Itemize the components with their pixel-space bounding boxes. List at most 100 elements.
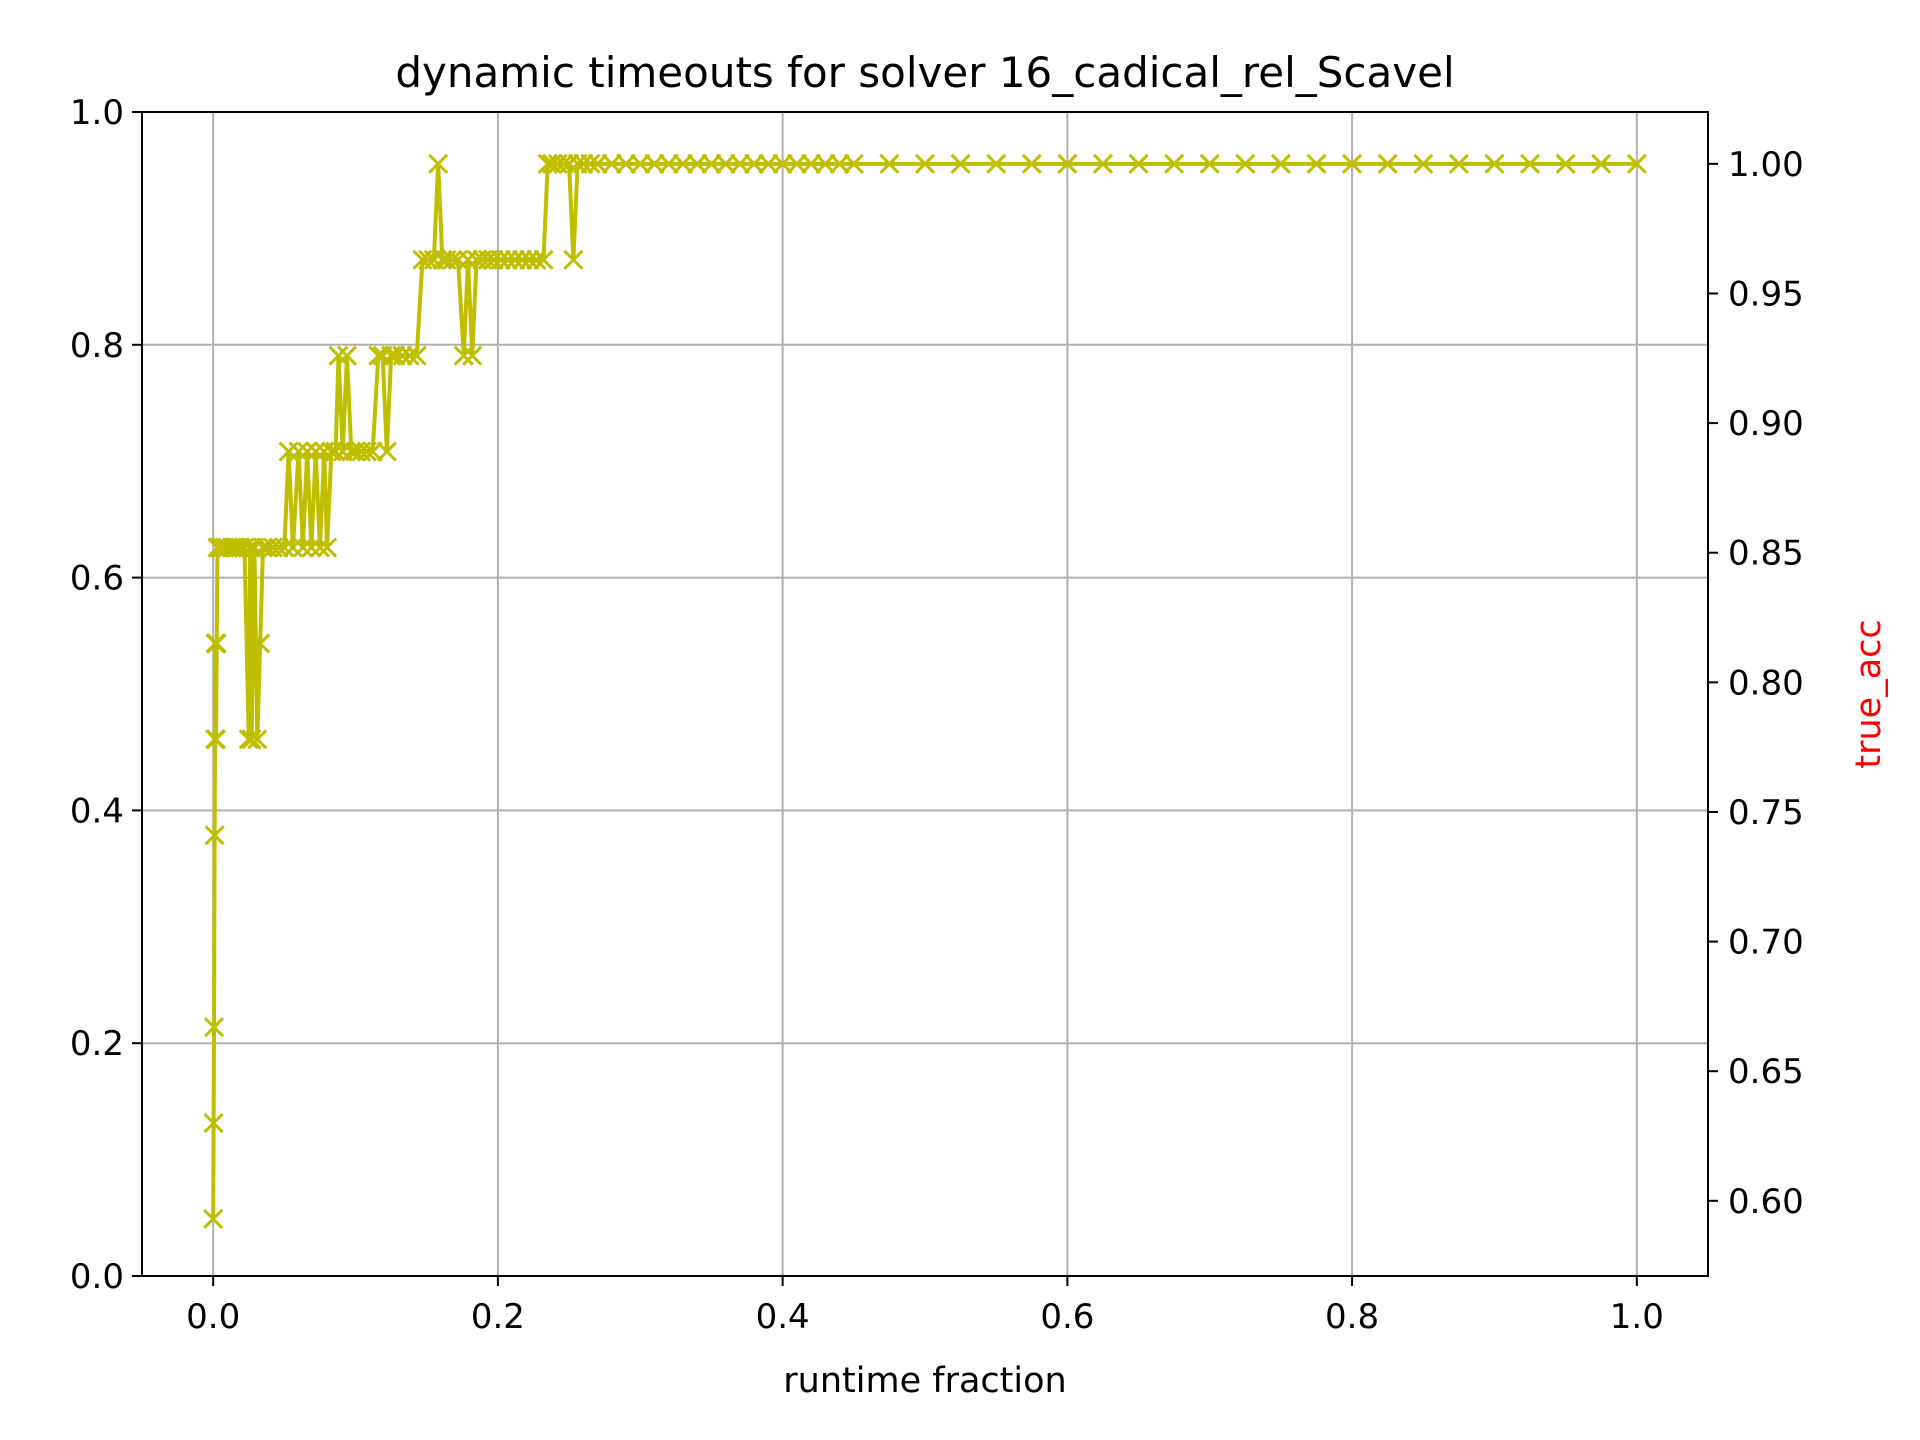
- data-point-marker: [392, 345, 413, 366]
- data-point-marker: [715, 153, 736, 174]
- y-tick-label: 0.6: [70, 559, 124, 599]
- data-point-marker: [986, 153, 1007, 174]
- x-tick-label: 1.0: [1610, 1297, 1664, 1337]
- y2-tick-label: 0.60: [1728, 1182, 1804, 1222]
- marker-layer: [203, 153, 1647, 1230]
- data-point-marker: [1164, 153, 1185, 174]
- data-point-marker: [1021, 153, 1042, 174]
- data-point-marker: [1626, 153, 1647, 174]
- data-point-marker: [644, 153, 665, 174]
- data-point-marker: [1270, 153, 1291, 174]
- data-point-marker: [1413, 153, 1434, 174]
- data-point-marker: [615, 153, 637, 174]
- data-point-marker: [497, 249, 518, 270]
- x-tick-label: 0.4: [756, 1297, 810, 1337]
- data-point-marker: [914, 153, 936, 174]
- x-axis-title: runtime fraction: [783, 1361, 1066, 1401]
- data-point-marker: [204, 825, 225, 846]
- data-point-marker: [206, 633, 227, 654]
- y2-tick-label: 0.65: [1728, 1052, 1804, 1092]
- data-point-marker: [829, 153, 850, 174]
- data-point-marker: [563, 249, 584, 270]
- data-point-marker: [356, 441, 377, 462]
- y2-tick-label: 0.85: [1728, 534, 1804, 574]
- data-point-marker: [250, 633, 271, 654]
- y2-tick-label: 0.75: [1728, 793, 1804, 833]
- data-point-marker: [1199, 153, 1220, 174]
- data-point-marker: [428, 153, 449, 174]
- data-point-marker: [758, 153, 779, 174]
- data-point-marker: [801, 153, 822, 174]
- data-point-marker: [288, 441, 309, 462]
- data-point-marker: [1235, 153, 1256, 174]
- data-point-marker: [225, 537, 247, 558]
- data-point-marker: [526, 249, 547, 270]
- y2-tick-label: 0.80: [1728, 663, 1804, 703]
- chart-title: dynamic timeouts for solver 16_cadical_r…: [395, 48, 1454, 97]
- x-tick-label: 0.6: [1040, 1297, 1094, 1337]
- data-point-marker: [601, 153, 622, 174]
- data-point-marker: [457, 249, 479, 270]
- data-point-marker: [205, 729, 227, 750]
- y2-tick-label: 0.70: [1728, 923, 1804, 963]
- data-point-marker: [328, 345, 349, 366]
- data-point-marker: [744, 153, 765, 174]
- data-point-marker: [573, 153, 594, 174]
- data-point-marker: [815, 153, 836, 174]
- data-point-marker: [1555, 153, 1576, 174]
- data-point-marker: [203, 1112, 224, 1134]
- data-point-marker: [203, 1017, 225, 1038]
- data-point-marker: [950, 153, 971, 174]
- data-point-marker: [268, 537, 289, 558]
- data-point-marker: [362, 441, 383, 462]
- data-point-marker: [309, 537, 331, 558]
- y-tick-label: 0.8: [70, 326, 124, 366]
- y-tick-label: 1.0: [70, 93, 124, 133]
- data-point-marker: [462, 345, 483, 366]
- data-point-marker: [1057, 153, 1078, 174]
- data-point-marker: [630, 153, 651, 174]
- data-point-marker: [553, 153, 574, 174]
- data-point-marker: [519, 249, 540, 270]
- data-point-marker: [1484, 153, 1505, 174]
- y-axis-ticks: 0.0 0.2 0.4 0.6 0.8 1.0: [70, 93, 142, 1297]
- data-point-marker: [1128, 153, 1149, 174]
- data-point-marker: [504, 249, 526, 270]
- data-point-marker: [786, 153, 807, 174]
- data-point-marker: [729, 153, 750, 174]
- y2-tick-label: 0.90: [1728, 404, 1804, 444]
- data-point-marker: [1519, 153, 1541, 174]
- data-point-marker: [580, 153, 601, 174]
- data-point-marker: [843, 153, 864, 174]
- data-point-marker: [1448, 153, 1469, 174]
- x-tick-label: 0.8: [1325, 1297, 1379, 1337]
- data-point-marker: [490, 249, 511, 270]
- data-point-marker: [483, 249, 504, 270]
- data-point-marker: [442, 249, 463, 270]
- data-point-marker: [292, 537, 313, 558]
- data-point-marker: [587, 153, 608, 174]
- data-point-marker: [336, 345, 358, 366]
- data-point-marker: [772, 153, 793, 174]
- data-point-marker: [672, 153, 694, 174]
- data-point-marker: [274, 537, 295, 558]
- x-axis-ticks: 0.0 0.2 0.4 0.6 0.8 1.0: [186, 1276, 1664, 1337]
- y-tick-label: 0.2: [70, 1024, 124, 1064]
- data-point-marker: [418, 249, 439, 270]
- y2-axis-title: true_acc: [1849, 619, 1889, 768]
- data-point-marker: [533, 249, 554, 270]
- y-tick-label: 0.0: [70, 1257, 124, 1297]
- data-point-marker: [1306, 153, 1327, 174]
- data-point-marker: [1342, 153, 1363, 174]
- data-point-marker: [317, 537, 338, 558]
- x-tick-label: 0.0: [186, 1297, 240, 1337]
- data-point-marker: [399, 345, 420, 366]
- data-point-marker: [203, 1208, 224, 1230]
- data-point-marker: [453, 345, 474, 366]
- data-point-marker: [385, 345, 406, 366]
- data-point-marker: [687, 153, 708, 174]
- data-point-marker: [305, 441, 326, 462]
